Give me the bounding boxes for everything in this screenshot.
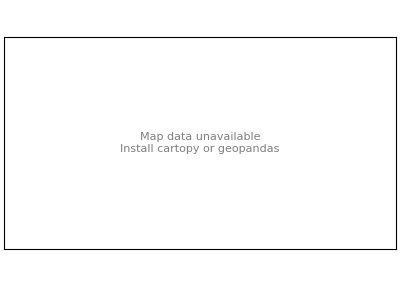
Text: Map data unavailable
Install cartopy or geopandas: Map data unavailable Install cartopy or … — [120, 132, 280, 154]
